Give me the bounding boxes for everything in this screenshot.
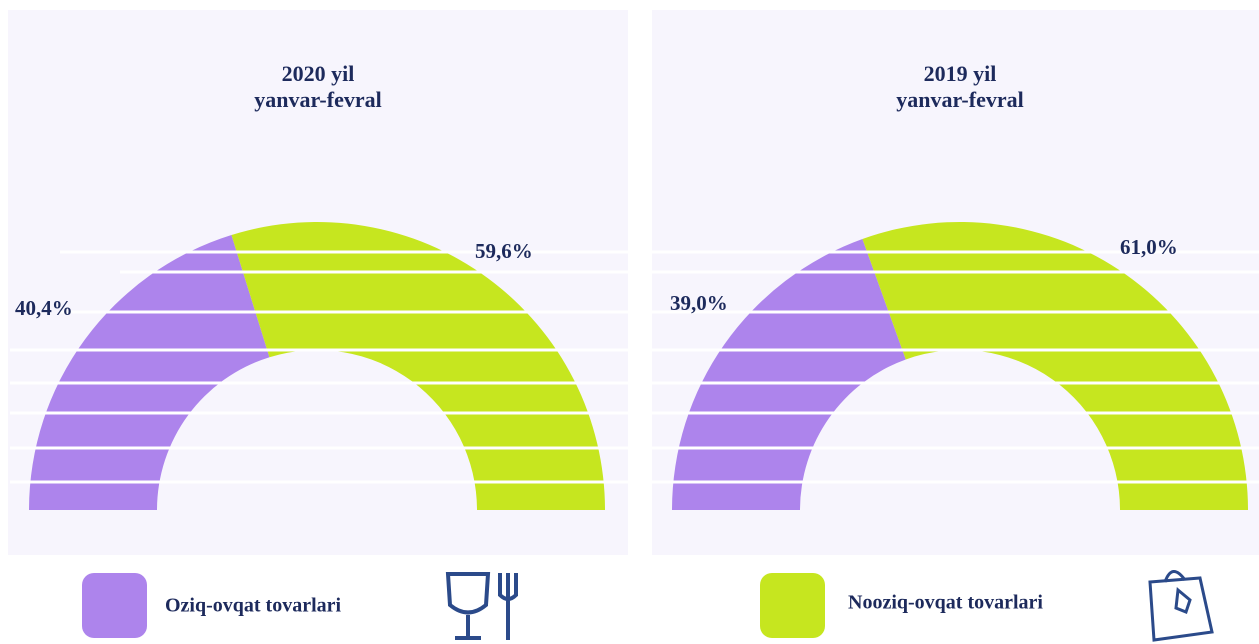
value-label: 61,0%	[1120, 235, 1178, 259]
chart-title: 2019 yil	[924, 61, 997, 86]
legend-label: Oziq-ovqat tovarlari	[165, 595, 342, 617]
value-label: 39,0%	[670, 291, 728, 315]
value-label: 40,4%	[15, 296, 73, 320]
segment	[29, 234, 270, 510]
value-label: 59,6%	[475, 239, 533, 263]
stripes	[10, 250, 1259, 484]
bag-icon	[1148, 570, 1214, 642]
chart-title: yanvar-fevral	[896, 87, 1023, 112]
legend-label: Nooziq-ovqat tovarlari	[848, 592, 1043, 614]
food-icon	[445, 572, 518, 640]
chart-title: yanvar-fevral	[254, 87, 381, 112]
charts	[29, 222, 1248, 511]
segment	[231, 222, 606, 511]
segment	[862, 222, 1248, 510]
legend-swatch	[760, 573, 825, 638]
chart-title: 2020 yil	[282, 61, 355, 86]
segment	[672, 239, 906, 510]
legend-swatch	[82, 573, 147, 638]
